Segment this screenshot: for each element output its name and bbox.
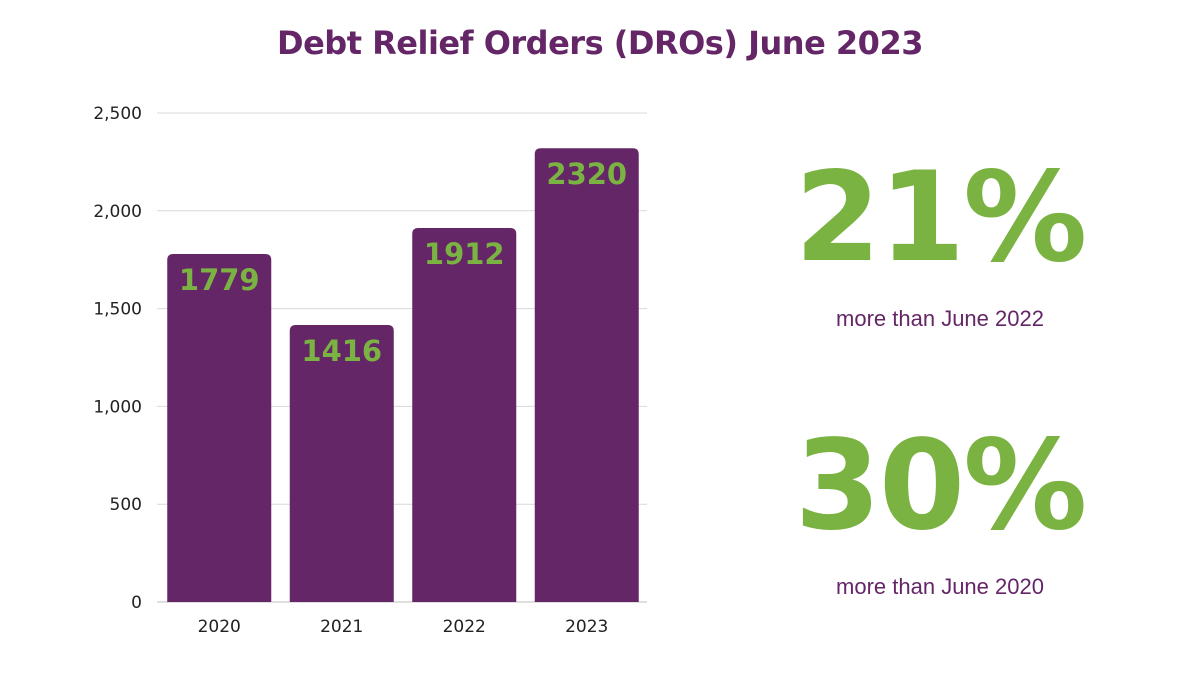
stat-block-2022: 21% more than June 2022 <box>760 156 1120 332</box>
y-tick-label: 1,000 <box>93 397 142 417</box>
bar <box>534 148 639 602</box>
bar <box>289 325 394 602</box>
x-tick-label: 2022 <box>443 617 486 637</box>
bar <box>412 228 517 602</box>
chart-title: Debt Relief Orders (DROs) June 2023 <box>277 24 923 62</box>
data-label: 1416 <box>301 334 382 368</box>
y-tick-label: 1,500 <box>93 300 142 320</box>
y-tick-label: 2,000 <box>93 202 142 222</box>
stat-caption-2020: more than June 2020 <box>836 574 1044 599</box>
x-tick-label: 2021 <box>320 617 363 637</box>
stat-block-2020: 30% more than June 2020 <box>760 424 1120 600</box>
x-tick-label: 2023 <box>565 617 608 637</box>
data-label: 1912 <box>424 237 505 271</box>
data-label: 1779 <box>179 263 260 297</box>
bar <box>167 254 272 603</box>
y-tick-label: 0 <box>131 593 142 613</box>
x-tick-label: 2020 <box>198 617 241 637</box>
y-tick-label: 2,500 <box>93 104 142 124</box>
data-label: 2320 <box>546 157 627 191</box>
stat-caption-2022: more than June 2022 <box>836 306 1044 331</box>
y-tick-label: 500 <box>110 495 142 515</box>
stat-percent-2020: 30% <box>794 414 1088 558</box>
bar-chart: 0 500 1,000 1,500 2,000 2,500 1779 2020 1416 2021… <box>93 104 647 637</box>
stat-percent-2022: 21% <box>794 146 1088 290</box>
